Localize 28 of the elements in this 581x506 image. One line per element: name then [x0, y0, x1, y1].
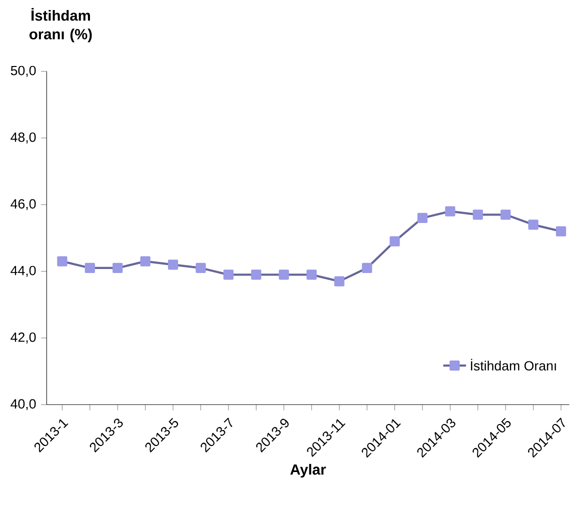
point: [278, 270, 289, 280]
y-tick-label: 50,0: [10, 66, 36, 77]
y-tick-label: 44,0: [10, 266, 36, 277]
point: [500, 210, 511, 220]
y-tick-label: 42,0: [10, 332, 36, 344]
y-axis-title: İstihdam oranı (%): [30, 8, 92, 42]
point: [390, 236, 400, 246]
point: [362, 262, 372, 274]
point: [528, 220, 538, 230]
x-axis-title: Aylar: [290, 464, 326, 478]
point: [306, 270, 317, 280]
point: [168, 260, 178, 270]
point: [84, 262, 95, 274]
point: [334, 276, 344, 286]
legend-label: İstihdam Oranı: [470, 358, 556, 371]
point: [472, 210, 483, 220]
point: [223, 270, 234, 280]
point: [112, 262, 123, 274]
y-tick-label: 48,0: [10, 132, 36, 144]
point: [445, 206, 456, 216]
point: [556, 226, 566, 236]
point: [417, 212, 428, 224]
point: [251, 270, 262, 280]
point: [140, 256, 150, 266]
point: [196, 262, 206, 274]
point: [57, 256, 68, 266]
y-tick-label: 46,0: [10, 199, 36, 210]
y-tick-label: 40,0: [10, 399, 36, 410]
